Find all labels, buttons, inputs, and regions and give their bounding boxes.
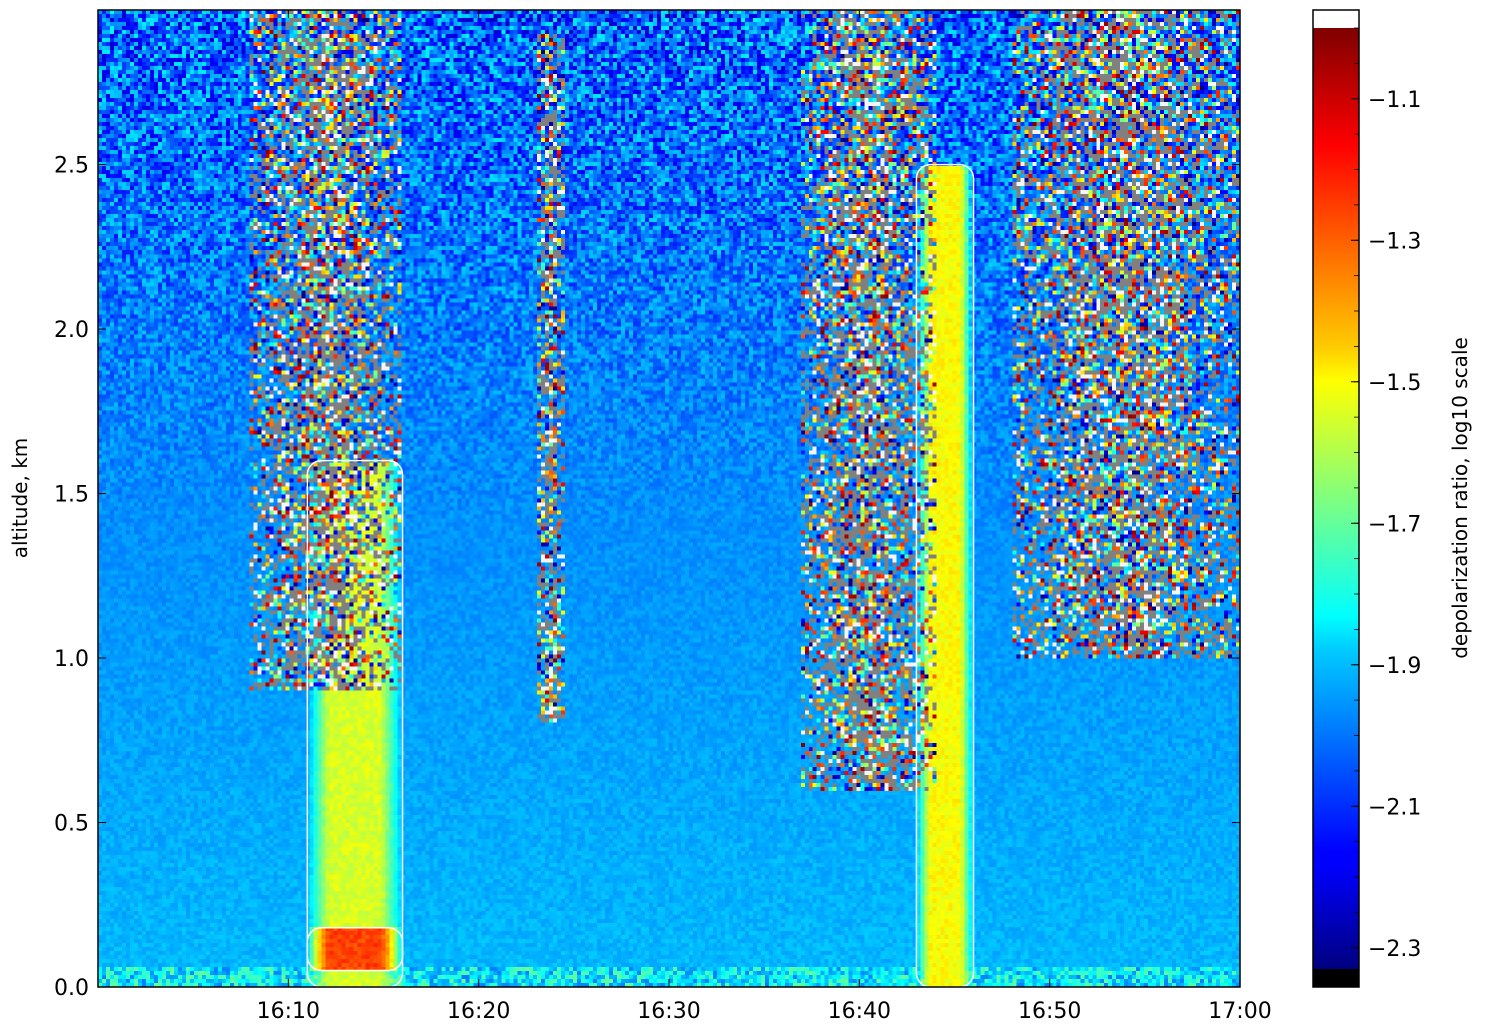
colorbar: −1.1 −1.3 −1.5 −1.7 −1.9 −2.1 −2.3 xyxy=(1312,9,1421,988)
colorbar-tick-label: −1.7 xyxy=(1368,512,1421,537)
y-tick-label: 0.0 xyxy=(54,976,89,1001)
x-tick-label: 16:20 xyxy=(447,999,510,1024)
colorbar-tick-label: −1.9 xyxy=(1368,654,1421,679)
x-tick-label: 16:40 xyxy=(828,999,891,1024)
colorbar-tick-label: −2.3 xyxy=(1368,937,1421,962)
x-tick-label: 16:10 xyxy=(257,999,320,1024)
y-tick-label: 2.5 xyxy=(54,154,89,179)
x-tick-label: 17:00 xyxy=(1208,999,1271,1024)
x-tick-label: 16:30 xyxy=(637,999,700,1024)
y-tick-label: 1.5 xyxy=(54,483,89,508)
heatmap-image-holder xyxy=(98,10,1240,987)
colorbar-tick-label: −1.1 xyxy=(1368,88,1421,113)
colorbar-tick-label: −1.3 xyxy=(1368,229,1421,254)
y-axis: 0.0 0.5 1.0 1.5 2.0 2.5 xyxy=(54,154,1240,1001)
y-tick-label: 0.5 xyxy=(54,812,89,837)
colorbar-bar xyxy=(1313,28,1359,969)
colorbar-label: depolarization ratio, log10 scale xyxy=(1448,337,1472,659)
heatmap-image xyxy=(98,10,1240,987)
contour-line xyxy=(306,927,404,972)
y-axis-label: altitude, km xyxy=(8,438,32,559)
colorbar-over-swatch xyxy=(1313,10,1359,28)
colorbar-under-swatch xyxy=(1313,969,1359,987)
y-tick-label: 2.0 xyxy=(54,318,89,343)
x-axis: 16:10 16:20 16:30 16:40 16:50 17:00 xyxy=(257,10,1272,1024)
colorbar-tick-label: −1.5 xyxy=(1368,371,1421,396)
colorbar-tick-label: −2.1 xyxy=(1368,795,1421,820)
x-tick-label: 16:50 xyxy=(1018,999,1081,1024)
colorbar-frame xyxy=(1312,9,1360,988)
contour-line xyxy=(306,459,404,987)
colorbar-ticks: −1.1 −1.3 −1.5 −1.7 −1.9 −2.1 −2.3 xyxy=(1351,27,1421,962)
y-tick-label: 1.0 xyxy=(54,647,89,672)
